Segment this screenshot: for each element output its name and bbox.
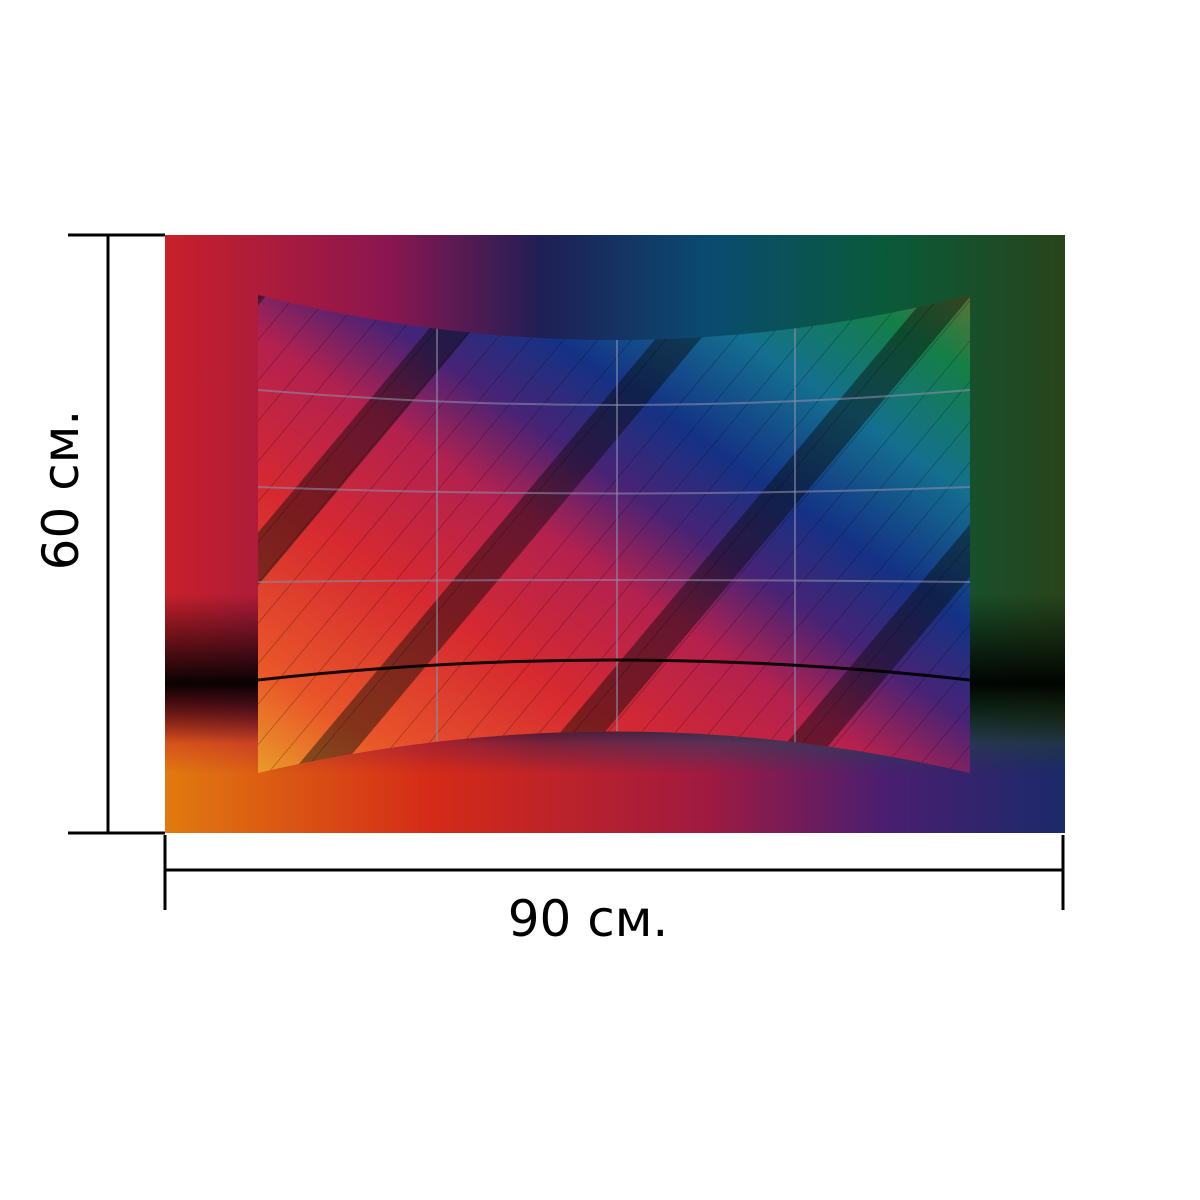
width-label: 90 см.: [508, 890, 669, 948]
height-label: 60 см.: [32, 410, 90, 571]
panel-stripes: [258, 295, 970, 773]
panel-wall: [258, 295, 970, 773]
panel-grid: [258, 295, 970, 773]
dimension-lines: [68, 233, 1065, 910]
artwork: [165, 235, 1065, 833]
